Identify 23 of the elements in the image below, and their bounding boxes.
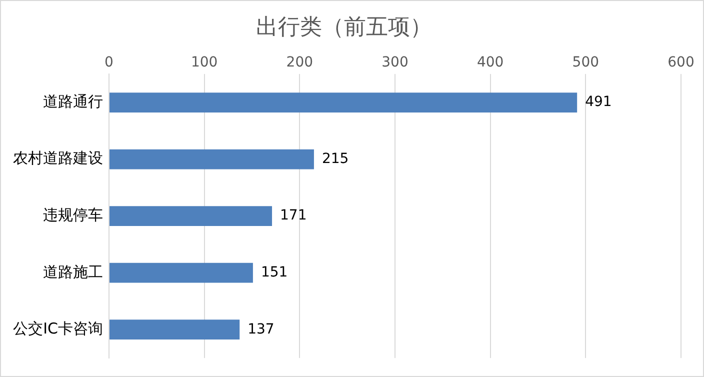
- bar: [110, 149, 314, 170]
- data-label: 151: [260, 264, 288, 280]
- x-tick-label: 400: [476, 54, 504, 70]
- x-tick-label: 200: [286, 54, 314, 70]
- x-tick-label: 100: [190, 54, 218, 70]
- y-tick-label: 违规停车: [43, 206, 103, 224]
- y-tick-label: 道路施工: [43, 262, 103, 281]
- data-label: 491: [585, 94, 612, 110]
- x-tick-label: 300: [382, 54, 408, 70]
- y-tick-label: 道路通行: [43, 92, 103, 110]
- y-tick-label: 公交IC卡咨询: [13, 320, 103, 338]
- x-tick-label: 500: [572, 54, 600, 70]
- data-label: 137: [248, 321, 274, 338]
- data-label: 215: [322, 150, 349, 167]
- chart-title: 出行类（前五项）: [256, 14, 432, 40]
- bar: [110, 206, 272, 226]
- data-label: 171: [280, 208, 307, 224]
- x-tick-label: 600: [668, 54, 694, 70]
- bar: [110, 320, 240, 340]
- bar: [110, 92, 578, 113]
- y-tick-label: 农村道路建设: [13, 149, 103, 168]
- x-tick-label: 0: [104, 54, 114, 70]
- bar: [110, 262, 253, 283]
